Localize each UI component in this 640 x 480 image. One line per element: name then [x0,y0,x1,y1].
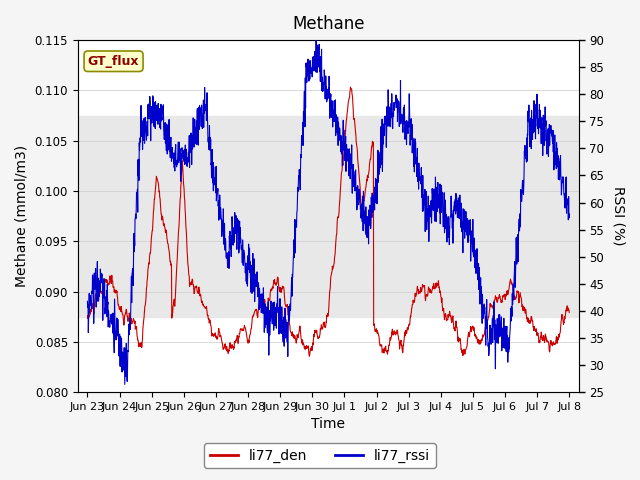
X-axis label: Time: Time [311,418,346,432]
Title: Methane: Methane [292,15,365,33]
Text: GT_flux: GT_flux [88,55,140,68]
Bar [78,116,579,317]
Y-axis label: Methane (mmol/m3): Methane (mmol/m3) [15,145,29,287]
Legend: li77_den, li77_rssi: li77_den, li77_rssi [204,443,436,468]
Y-axis label: RSSI (%): RSSI (%) [611,186,625,246]
